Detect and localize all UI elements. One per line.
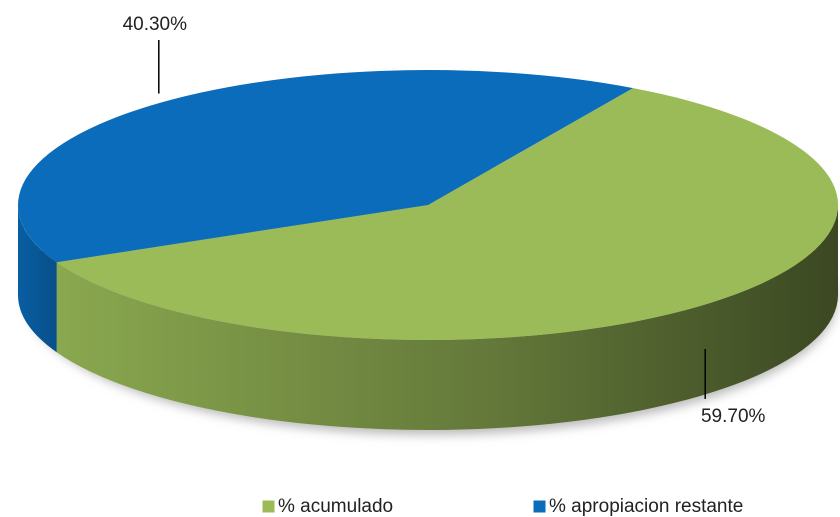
pie-side [56,205,839,430]
data-label: 40.30% [123,14,188,35]
pie-slice [18,70,633,263]
pie-slice [56,88,839,341]
legend-label: % acumulado [278,496,393,517]
data-label: 59.70% [701,406,766,427]
legend-swatch [261,499,276,514]
legend-label: % apropiacion restante [549,496,743,517]
legend-swatch [532,499,547,514]
pie-side [18,205,57,353]
